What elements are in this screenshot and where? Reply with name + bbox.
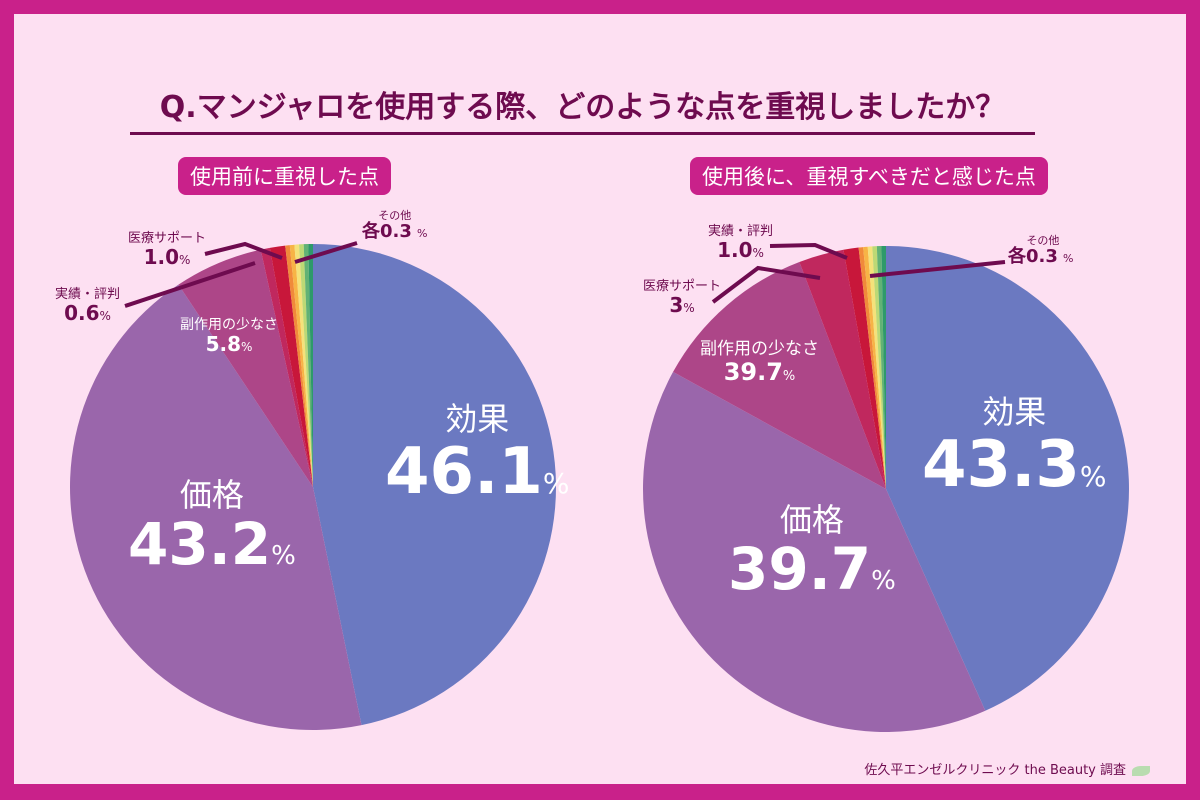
pct: % <box>542 467 570 501</box>
slice-name: 価格 <box>779 501 844 539</box>
label-price-left: 価格 43.2% <box>128 476 296 579</box>
pct: % <box>179 253 191 268</box>
leader-record-right <box>769 242 848 260</box>
pie-slice <box>799 249 886 489</box>
pct: % <box>1062 252 1074 266</box>
pct: % <box>871 566 896 597</box>
label-effect-right: 効果 43.3% <box>922 393 1107 503</box>
pie-slice <box>294 244 313 487</box>
slice-name: 実績・評判 <box>55 287 121 302</box>
pie-slice <box>643 371 986 732</box>
label-medical-right: 医療サポート 3% <box>643 279 722 318</box>
slice-value: 3 <box>669 293 684 318</box>
slice-value: 46.1 <box>385 435 543 510</box>
pie-slice <box>70 284 362 730</box>
label-price-right: 価格 39.7% <box>728 501 896 604</box>
slice-name: 副作用の少なさ <box>180 317 278 333</box>
pie-slice <box>303 244 313 487</box>
slice-value: 39.7 <box>723 357 783 386</box>
pct: % <box>683 301 695 316</box>
leaf-logo-icon <box>1132 765 1150 776</box>
slice-value: 各0.3 <box>362 221 412 243</box>
leader-medical-right <box>711 265 821 304</box>
slice-name: その他 <box>378 209 412 222</box>
slice-name: その他 <box>1026 234 1060 247</box>
leader-medical-left <box>204 241 283 260</box>
label-side-left: 副作用の少なさ 5.8% <box>180 317 278 357</box>
pie-slice <box>289 244 313 487</box>
pct: % <box>271 541 296 572</box>
label-record-right: 実績・評判 1.0% <box>708 224 774 263</box>
slice-name: 効果 <box>982 393 1047 431</box>
slice-value: 39.7 <box>728 535 872 604</box>
pie-right <box>643 246 1129 732</box>
pie-slice <box>867 246 886 489</box>
slice-value: 43.3 <box>922 428 1080 503</box>
left-chart-title: 使用前に重視した点 <box>178 157 391 195</box>
label-effect-left: 効果 46.1% <box>385 400 570 510</box>
pct: % <box>416 227 428 241</box>
footer-credit: 佐久平エンゼルクリニック the Beauty 調査 <box>864 759 1150 778</box>
label-side-right: 副作用の少なさ 39.7% <box>700 340 819 385</box>
pie-slice <box>863 246 886 489</box>
slice-name: 医療サポート <box>643 279 722 294</box>
pie-slice <box>843 247 886 489</box>
pct: % <box>752 246 764 261</box>
slice-value: 43.2 <box>128 510 272 579</box>
pie-slice <box>881 246 886 489</box>
leader-other-left <box>294 241 358 264</box>
slice-value: 0.6 <box>64 301 100 326</box>
slice-name: 医療サポート <box>128 231 207 246</box>
label-record-left: 実績・評判 0.6% <box>55 287 121 326</box>
pie-slice <box>285 245 313 487</box>
pie-slice <box>308 244 313 487</box>
pct: % <box>99 309 111 324</box>
page-title: Q.マンジャロを使用する際、どのような点を重視しましたか？ <box>130 82 1035 135</box>
label-other-left: その他 各0.3 % <box>362 209 428 243</box>
pie-slice <box>260 247 313 487</box>
pct: % <box>241 340 253 355</box>
pie-slice <box>876 246 886 489</box>
pie-slice <box>673 261 886 489</box>
leader-record-left <box>124 261 256 308</box>
pie-slice <box>299 244 313 487</box>
pie-slice <box>886 246 1129 711</box>
pie-slice <box>178 249 313 487</box>
pie-slice <box>872 246 886 489</box>
slice-value: 各0.3 <box>1008 246 1058 268</box>
slice-name: 実績・評判 <box>708 224 774 239</box>
pie-left <box>70 244 556 730</box>
right-chart-title: 使用後に、重視すべきだと感じた点 <box>690 157 1048 195</box>
slice-value: 5.8 <box>205 332 242 357</box>
slice-name: 効果 <box>445 400 510 438</box>
label-other-right: その他 各0.3 % <box>1008 234 1074 268</box>
pct: % <box>782 368 796 384</box>
label-medical-left: 医療サポート 1.0% <box>128 231 207 270</box>
slice-name: 価格 <box>179 476 244 514</box>
pie-slice <box>858 247 886 489</box>
pct: % <box>1079 460 1107 494</box>
slice-value: 1.0 <box>717 238 753 263</box>
pie-slice <box>313 244 556 726</box>
slice-value: 1.0 <box>143 245 180 270</box>
leader-other-right <box>869 260 1006 278</box>
slice-name: 副作用の少なさ <box>700 339 819 359</box>
footer-text: 佐久平エンゼルクリニック the Beauty 調査 <box>864 763 1126 778</box>
leader-lines <box>124 241 1006 308</box>
pie-slice <box>269 245 313 487</box>
